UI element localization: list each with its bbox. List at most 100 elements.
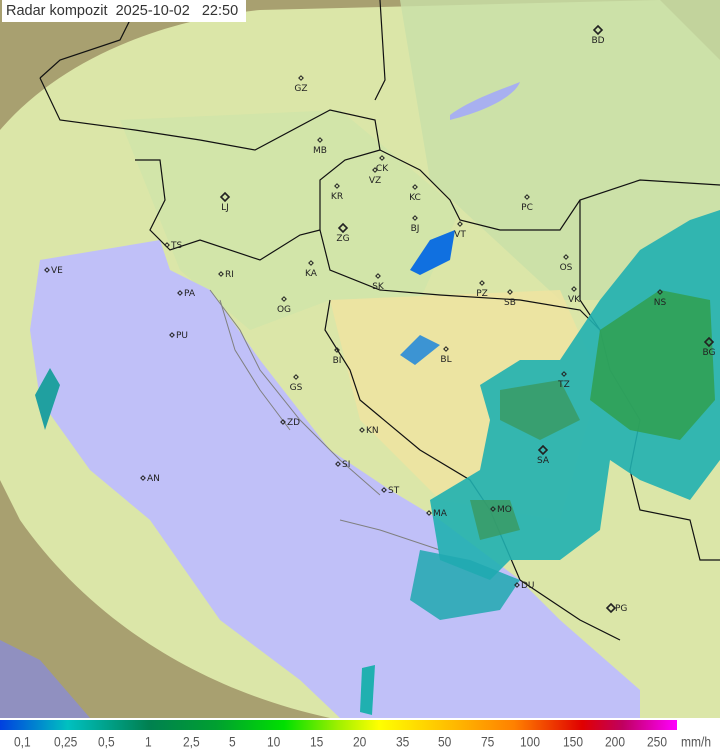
radar-site-icon bbox=[537, 444, 549, 456]
city-marker-icon bbox=[169, 332, 175, 338]
station-label: RI bbox=[225, 270, 234, 280]
city-marker-icon bbox=[657, 289, 663, 295]
station-label: BD bbox=[591, 36, 604, 46]
city-marker-icon bbox=[426, 510, 432, 516]
legend-tick: 0,5 bbox=[98, 733, 115, 751]
radar-site-icon bbox=[605, 602, 617, 614]
lake-balaton bbox=[450, 82, 520, 120]
city-marker-icon bbox=[164, 242, 170, 248]
echo-green-2 bbox=[500, 380, 580, 440]
echo-green bbox=[590, 290, 715, 440]
station-label: GS bbox=[290, 383, 303, 393]
station-label: CK bbox=[376, 164, 389, 174]
city-marker-icon bbox=[412, 215, 418, 221]
radar-site-icon bbox=[592, 24, 604, 36]
echo-green-3 bbox=[470, 500, 520, 540]
legend-tick: 2,5 bbox=[183, 733, 200, 751]
city-marker-icon bbox=[334, 347, 340, 353]
station-label: DU bbox=[521, 581, 535, 591]
echo-west bbox=[35, 368, 60, 430]
sea-outside bbox=[0, 640, 90, 718]
station-label: PA bbox=[184, 289, 196, 299]
radar-map[interactable]: BD GZ MB CK VZ KR KC LJ ZG BJ VT PC OS KA SK PZ SB VK NS TS… bbox=[0, 0, 720, 718]
city-marker-icon bbox=[571, 286, 577, 292]
city-marker-icon bbox=[280, 419, 286, 425]
station-label: ZD bbox=[287, 418, 300, 428]
city-marker-icon bbox=[298, 75, 304, 81]
station-label: SB bbox=[504, 298, 516, 308]
legend-tick: 0,1 bbox=[14, 733, 31, 751]
legend-tick: 0,25 bbox=[54, 733, 78, 751]
station-label: ST bbox=[388, 486, 400, 496]
precip-legend: 0,1 0,25 0,5 1 2,5 5 10 15 20 35 50 75 1… bbox=[0, 718, 720, 751]
city-marker-icon bbox=[308, 260, 314, 266]
legend-unit: mm/h bbox=[681, 733, 711, 751]
echo-sea bbox=[360, 665, 375, 715]
echo-blue-vt bbox=[410, 230, 455, 275]
city-marker-icon bbox=[375, 273, 381, 279]
legend-tick: 10 bbox=[267, 733, 281, 751]
city-marker-icon bbox=[561, 371, 567, 377]
city-marker-icon bbox=[317, 137, 323, 143]
station-label: PZ bbox=[476, 289, 488, 299]
city-marker-icon bbox=[563, 254, 569, 260]
station-label: MB bbox=[313, 146, 327, 156]
station-label: LJ bbox=[221, 203, 229, 213]
station-label: VZ bbox=[369, 176, 381, 186]
legend-tick: 75 bbox=[481, 733, 495, 751]
legend-tick: 15 bbox=[310, 733, 324, 751]
station-label: NS bbox=[654, 298, 667, 308]
city-marker-icon bbox=[281, 296, 287, 302]
station-label: MA bbox=[433, 509, 448, 519]
radar-site-icon bbox=[337, 222, 349, 234]
radar-echoes bbox=[35, 210, 720, 715]
station-markers: BD GZ MB CK VZ KR KC LJ ZG BJ VT PC OS KA SK PZ SB VK NS TS… bbox=[44, 24, 716, 614]
station-label: BG bbox=[703, 348, 716, 358]
city-marker-icon bbox=[524, 194, 530, 200]
station-label: MO bbox=[497, 505, 512, 515]
city-marker-icon bbox=[490, 506, 496, 512]
station-label: VE bbox=[51, 266, 63, 276]
legend-tick: 100 bbox=[520, 733, 541, 751]
station-label: BJ bbox=[411, 224, 420, 234]
station-label: VK bbox=[568, 295, 581, 305]
legend-tick: 35 bbox=[396, 733, 410, 751]
legend-tick: 250 bbox=[647, 733, 668, 751]
echo-blue-bl bbox=[400, 335, 440, 365]
land-north bbox=[120, 110, 460, 330]
legend-tick: 150 bbox=[563, 733, 584, 751]
legend-tick: 1 bbox=[145, 733, 152, 751]
city-marker-icon bbox=[140, 475, 146, 481]
city-marker-icon bbox=[479, 280, 485, 286]
city-marker-icon bbox=[381, 487, 387, 493]
station-label: KR bbox=[331, 192, 343, 202]
station-label: SK bbox=[372, 282, 385, 292]
legend-tick: 20 bbox=[353, 733, 367, 751]
city-marker-icon bbox=[218, 271, 224, 277]
station-label: KA bbox=[305, 269, 318, 279]
station-label: TZ bbox=[557, 380, 570, 390]
station-label: PG bbox=[615, 604, 627, 614]
city-marker-icon bbox=[44, 267, 50, 273]
station-label: KN bbox=[366, 426, 379, 436]
radar-site-icon bbox=[703, 336, 715, 348]
radar-site-icon bbox=[219, 191, 231, 203]
city-marker-icon bbox=[177, 290, 183, 296]
station-label: SI bbox=[342, 460, 350, 470]
station-label: ZG bbox=[336, 234, 349, 244]
coastline-islands bbox=[209, 289, 441, 551]
station-label: KC bbox=[409, 193, 421, 203]
station-label: OG bbox=[277, 305, 291, 315]
station-label: PC bbox=[521, 203, 533, 213]
city-marker-icon bbox=[514, 582, 520, 588]
station-label: SA bbox=[537, 456, 550, 466]
station-label: OS bbox=[560, 263, 573, 273]
city-marker-icon bbox=[443, 346, 449, 352]
city-marker-icon bbox=[359, 427, 365, 433]
city-marker-icon bbox=[372, 167, 378, 173]
city-marker-icon bbox=[412, 184, 418, 190]
station-label: AN bbox=[147, 474, 160, 484]
city-marker-icon bbox=[293, 374, 299, 380]
station-label: BI bbox=[333, 356, 342, 366]
legend-tick: 50 bbox=[438, 733, 452, 751]
